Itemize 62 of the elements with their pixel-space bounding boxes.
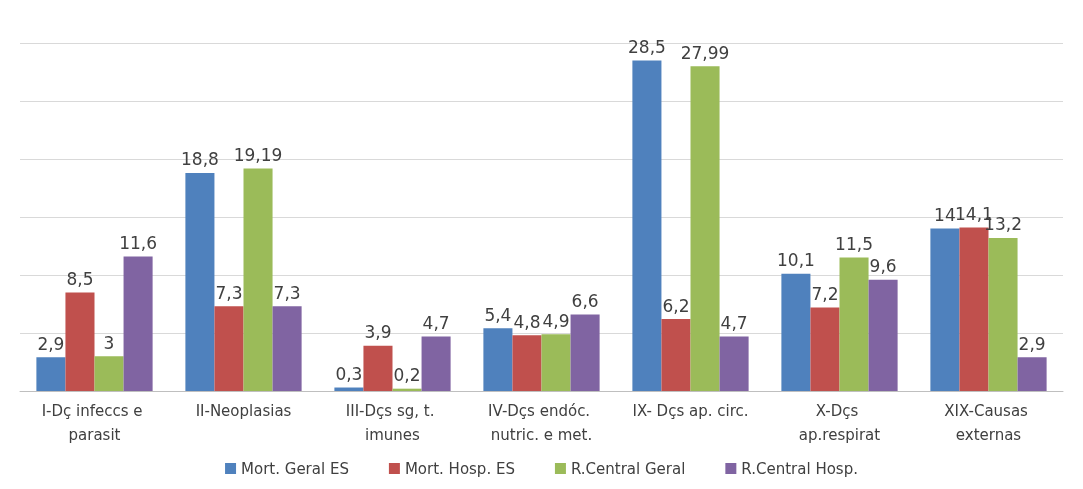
data-label: 18,8 [180,149,219,170]
bar [243,168,273,391]
data-label: 4,7 [720,312,748,333]
bar [839,257,869,391]
legend-label: Mort. Hosp. ES [404,459,515,478]
x-tick-label: I-Dç infeccs e parasit [41,402,148,444]
data-label: 4,7 [422,312,450,333]
x-tick-label: III-Dçs sg, t. imunes [345,402,440,444]
legend-label: R.Central Geral [570,459,686,478]
data-label: 11,6 [119,232,158,253]
bar [65,292,95,391]
bar [632,60,662,391]
data-label: 14 [934,205,956,226]
bar [483,328,513,391]
x-tick-label: IV-Dçs endóc. nutric. e met. [488,402,595,444]
data-label: 4,9 [542,310,570,331]
bar [541,334,571,391]
data-label: 8,5 [66,268,94,289]
data-label: 7,3 [273,282,301,303]
bar [930,228,960,391]
data-label: 5,4 [484,304,512,325]
bar [1017,357,1047,391]
x-tick-label: IX- Dçs ap. circ. [632,402,749,420]
data-label: 6,2 [662,295,690,316]
legend-label: R.Central Hosp. [741,459,858,478]
data-label: 3 [103,332,115,353]
bar [868,279,898,391]
data-label: 3,9 [364,322,392,343]
bar [988,237,1018,391]
bar [690,66,720,391]
data-label: 6,6 [571,290,599,311]
bar [185,172,215,391]
data-label: 28,5 [627,36,666,57]
data-label: 7,2 [811,283,839,304]
bar [512,335,542,391]
bar [421,336,451,391]
data-label: 2,9 [37,333,65,354]
data-label: 0,2 [393,365,421,386]
bar [272,306,302,391]
data-label: 11,5 [835,234,873,255]
bar [781,273,811,391]
bar [719,336,749,391]
x-tick-label: II-Neoplasias [195,402,292,420]
bar [363,345,393,391]
bar [570,314,600,391]
data-label: 7,3 [215,282,243,303]
bar [36,357,66,391]
bar [123,256,153,391]
bar [94,356,124,391]
legend-label: Mort. Geral ES [241,459,349,478]
x-tick-label: XIX-Causas externas [944,402,1033,444]
bar [214,306,244,391]
data-label: 9,6 [869,256,897,277]
x-tick-label: X-Dçs ap.respirat [798,402,881,444]
data-label: 0,3 [335,364,363,385]
data-label: 27,99 [680,42,730,63]
data-label: 19,19 [233,144,283,165]
bar [661,319,691,391]
data-label: 2,9 [1018,333,1046,354]
data-label: 4,8 [513,311,541,332]
bar [810,307,840,391]
data-label: 10,1 [776,250,815,271]
